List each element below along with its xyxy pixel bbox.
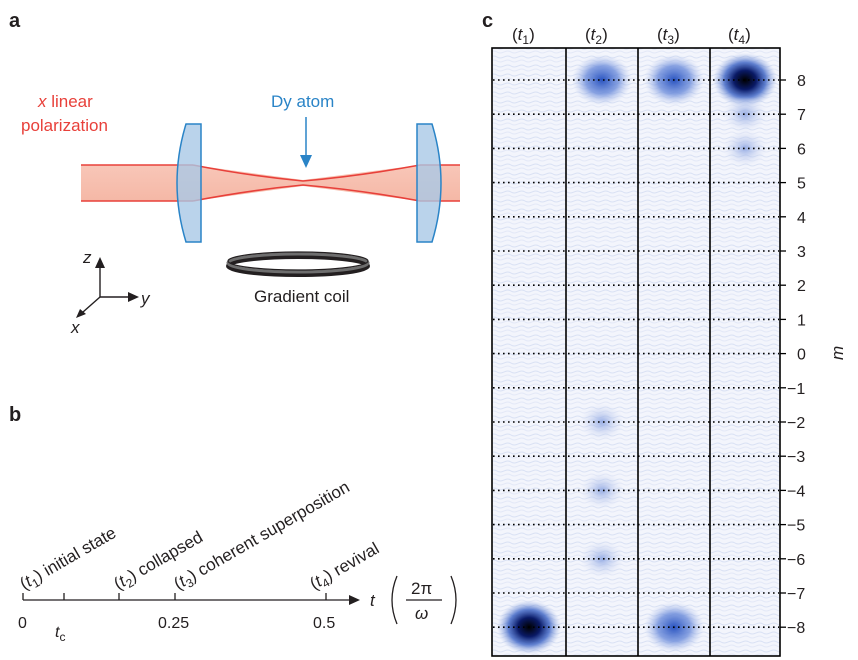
tick-label-m-0: 0 bbox=[797, 347, 806, 364]
spot-col2-m-4 bbox=[580, 471, 624, 510]
tick-label-m-6: 6 bbox=[797, 141, 806, 158]
unit-denominator: ω bbox=[415, 604, 428, 623]
tick-tc: tc bbox=[55, 624, 65, 644]
timeline-var: t bbox=[370, 591, 376, 610]
tick-label-m-8: 8 bbox=[797, 73, 806, 90]
column-header-2: (t2) bbox=[585, 25, 608, 47]
image-frame bbox=[491, 47, 781, 657]
tick-label-m--4: −4 bbox=[787, 483, 805, 500]
tick-0-5: 0.5 bbox=[313, 615, 335, 632]
tick-label-m--6: −6 bbox=[787, 552, 805, 569]
coil-label: Gradient coil bbox=[254, 287, 349, 306]
column-header-4: (t4) bbox=[728, 25, 751, 47]
left-lens bbox=[176, 123, 202, 243]
tick-0-25: 0.25 bbox=[158, 615, 189, 632]
timeline-unit: 2π ω bbox=[391, 575, 457, 625]
axis-x-label: x bbox=[70, 318, 80, 337]
atom-label: Dy atom bbox=[271, 92, 334, 111]
tick-label-m-7: 7 bbox=[797, 107, 806, 124]
column-headers: (t1) (t2) (t3) (t4) bbox=[512, 25, 751, 47]
tick-label-m--8: −8 bbox=[787, 620, 805, 637]
panel-label-c: c bbox=[482, 10, 493, 32]
coordinate-axes bbox=[76, 257, 139, 318]
spot-col2-m-2 bbox=[580, 403, 624, 441]
tick-label-m-4: 4 bbox=[797, 210, 806, 227]
column-header-1: (t1) bbox=[512, 25, 535, 47]
polarization-label-line1: x linear bbox=[37, 92, 93, 111]
tick-label-m--2: −2 bbox=[787, 415, 805, 432]
spot-col4-m7 bbox=[723, 95, 767, 133]
gradient-coil bbox=[226, 251, 370, 277]
tick-label-m--3: −3 bbox=[787, 449, 805, 466]
tick-label-m--5: −5 bbox=[787, 518, 805, 535]
tick-label-m-2: 2 bbox=[797, 278, 806, 295]
laser-beam bbox=[81, 164, 460, 202]
tick-label-m-3: 3 bbox=[797, 244, 806, 261]
spot-col2-m8 bbox=[572, 54, 632, 106]
polarization-label-line2: polarization bbox=[21, 116, 108, 135]
atom-arrow bbox=[300, 117, 312, 168]
event-t1: (t1) initial state bbox=[17, 523, 121, 596]
tick-label-m--7: −7 bbox=[787, 586, 805, 603]
axis-y-label: y bbox=[140, 289, 151, 308]
tick-label-m-1: 1 bbox=[797, 312, 806, 329]
event-t4: (t4) revival bbox=[307, 539, 384, 596]
panel-label-a: a bbox=[9, 10, 21, 32]
spot-col4-m8 bbox=[713, 52, 777, 108]
tick-label-m-5: 5 bbox=[797, 176, 806, 193]
unit-numerator: 2π bbox=[411, 579, 432, 598]
m-axis-ticks: 8 7 6 5 4 3 2 1 0 −1 −2 −3 −4 −5 −6 −7 −8 bbox=[780, 73, 806, 637]
axis-z-label: z bbox=[82, 248, 92, 267]
timeline-axis bbox=[22, 593, 360, 605]
panel-label-b: b bbox=[9, 404, 21, 426]
column-header-3: (t3) bbox=[657, 25, 680, 47]
m-axis-label: m bbox=[828, 346, 847, 360]
tick-0: 0 bbox=[18, 615, 27, 632]
column-dividers bbox=[565, 48, 711, 656]
tick-label-m--1: −1 bbox=[787, 381, 805, 398]
spot-col2-m-6 bbox=[580, 540, 624, 578]
right-lens bbox=[416, 123, 442, 243]
spot-col4-m6 bbox=[723, 129, 767, 168]
